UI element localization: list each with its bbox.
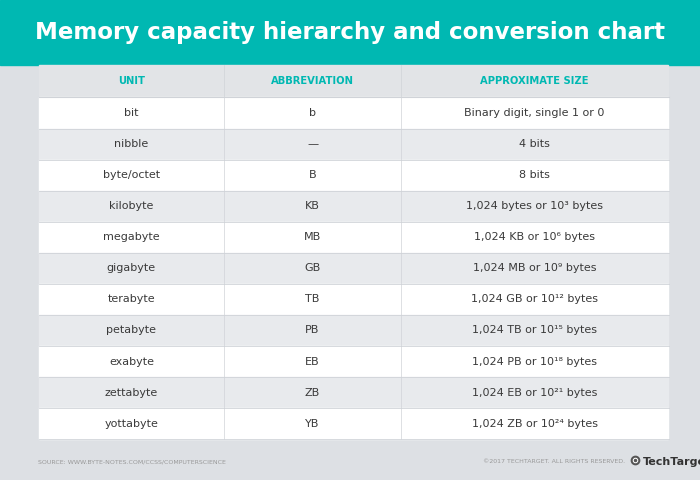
Text: PB: PB <box>305 325 320 336</box>
Text: KB: KB <box>305 201 320 211</box>
Text: 8 bits: 8 bits <box>519 170 550 180</box>
Text: 4 bits: 4 bits <box>519 139 550 149</box>
Text: YB: YB <box>305 419 320 429</box>
Bar <box>38 159 668 191</box>
Bar <box>38 284 668 315</box>
Text: terabyte: terabyte <box>108 294 155 304</box>
Text: kilobyte: kilobyte <box>109 201 153 211</box>
Bar <box>38 65 668 97</box>
Text: exabyte: exabyte <box>109 357 154 367</box>
Text: 1,024 bytes or 10³ bytes: 1,024 bytes or 10³ bytes <box>466 201 603 211</box>
Text: nibble: nibble <box>114 139 148 149</box>
Text: MB: MB <box>304 232 321 242</box>
Text: 1,024 PB or 10¹⁸ bytes: 1,024 PB or 10¹⁸ bytes <box>472 357 597 367</box>
Bar <box>38 377 668 408</box>
Text: petabyte: petabyte <box>106 325 156 336</box>
Bar <box>38 346 668 377</box>
Text: ©2017 TECHTARGET. ALL RIGHTS RESERVED.: ©2017 TECHTARGET. ALL RIGHTS RESERVED. <box>483 459 625 464</box>
Text: zettabyte: zettabyte <box>105 387 158 397</box>
Text: 1,024 TB or 10¹⁵ bytes: 1,024 TB or 10¹⁵ bytes <box>472 325 597 336</box>
Bar <box>38 97 668 129</box>
Bar <box>38 253 668 284</box>
Text: bit: bit <box>124 108 139 118</box>
Text: megabyte: megabyte <box>103 232 160 242</box>
Bar <box>38 408 668 439</box>
Text: TechTarget: TechTarget <box>643 456 700 467</box>
Text: yottabyte: yottabyte <box>104 419 158 429</box>
Text: 1,024 MB or 10⁹ bytes: 1,024 MB or 10⁹ bytes <box>473 264 596 273</box>
Bar <box>0 0 700 65</box>
Text: TB: TB <box>305 294 320 304</box>
Bar <box>38 129 668 159</box>
Text: APPROXIMATE SIZE: APPROXIMATE SIZE <box>480 76 589 86</box>
Text: UNIT: UNIT <box>118 76 145 86</box>
Text: ABBREVIATION: ABBREVIATION <box>271 76 354 86</box>
Text: Binary digit, single 1 or 0: Binary digit, single 1 or 0 <box>464 108 605 118</box>
Text: —: — <box>307 139 318 149</box>
Text: byte/octet: byte/octet <box>103 170 160 180</box>
Text: B: B <box>309 170 316 180</box>
Text: ZB: ZB <box>305 387 320 397</box>
Text: Memory capacity hierarchy and conversion chart: Memory capacity hierarchy and conversion… <box>35 21 665 44</box>
Text: GB: GB <box>304 264 321 273</box>
Text: 1,024 EB or 10²¹ bytes: 1,024 EB or 10²¹ bytes <box>472 387 597 397</box>
Text: b: b <box>309 108 316 118</box>
Text: EB: EB <box>305 357 320 367</box>
Text: 1,024 GB or 10¹² bytes: 1,024 GB or 10¹² bytes <box>471 294 598 304</box>
Text: SOURCE: WWW.BYTE-NOTES.COM/CCSS/COMPUTERSCIENCE: SOURCE: WWW.BYTE-NOTES.COM/CCSS/COMPUTER… <box>38 459 226 464</box>
Text: gigabyte: gigabyte <box>107 264 156 273</box>
Text: 1,024 ZB or 10²⁴ bytes: 1,024 ZB or 10²⁴ bytes <box>472 419 598 429</box>
Bar <box>38 191 668 222</box>
Text: 1,024 KB or 10⁶ bytes: 1,024 KB or 10⁶ bytes <box>474 232 595 242</box>
Bar <box>38 222 668 253</box>
Bar <box>38 315 668 346</box>
